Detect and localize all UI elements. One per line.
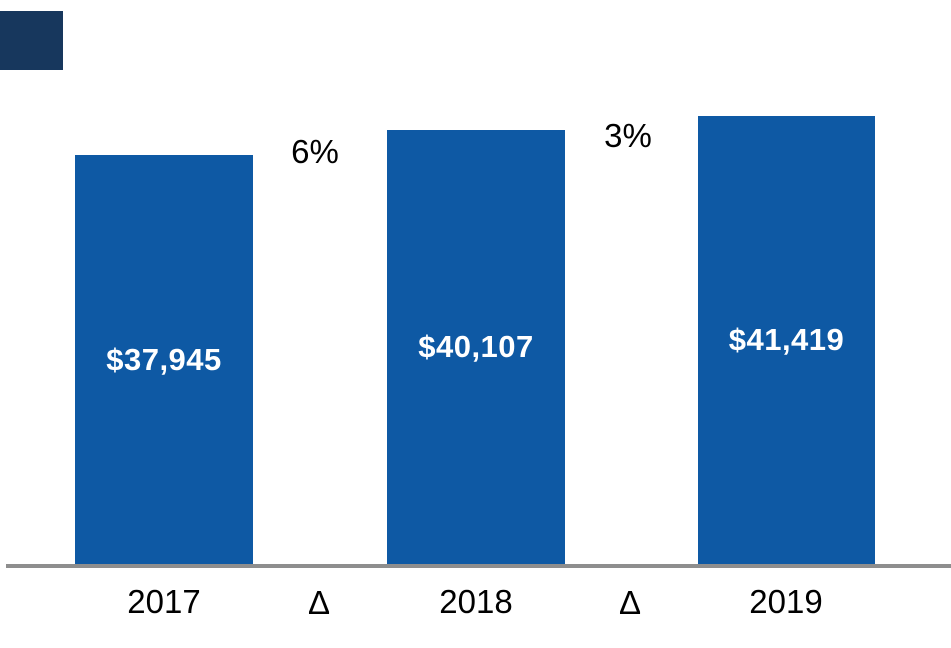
bar-value-label-2017: $37,945 [106, 341, 222, 377]
delta-percent-label-2018-2019: 3% [604, 117, 652, 154]
delta-symbol-1: Δ [307, 584, 331, 621]
bar-value-label-2019: $41,419 [728, 322, 845, 357]
bar-2017: $37,945 [75, 155, 253, 564]
delta-percent-label-2017-2018: 6% [291, 133, 339, 170]
x-axis-label-2017: 2017 [127, 583, 201, 620]
corner-accent-square [0, 11, 63, 70]
bar-value-label-2018: $40,107 [418, 329, 534, 364]
bar-2018: $40,107 [387, 130, 565, 564]
x-axis-label-2019: 2019 [749, 583, 823, 620]
bar-2019: $41,419 [698, 116, 875, 564]
x-axis-line [6, 564, 951, 568]
x-axis-label-2018: 2018 [439, 583, 513, 620]
delta-symbol-2: Δ [618, 584, 642, 621]
